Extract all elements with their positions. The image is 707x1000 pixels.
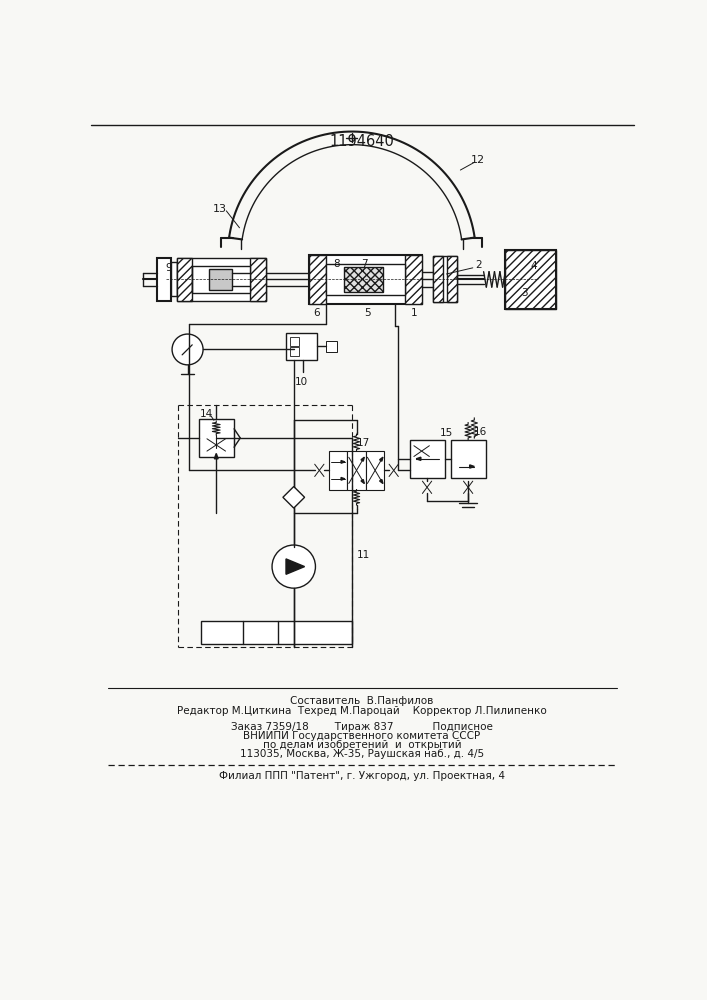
Text: 7: 7 — [361, 259, 368, 269]
Text: 1194640: 1194640 — [329, 134, 395, 149]
Bar — [290, 337, 299, 346]
Bar — [366, 451, 385, 490]
Bar — [327, 264, 404, 295]
Polygon shape — [380, 457, 383, 461]
Bar — [309, 255, 421, 304]
Bar — [209, 269, 232, 290]
Polygon shape — [361, 457, 364, 461]
Bar — [290, 347, 299, 356]
Polygon shape — [283, 487, 305, 508]
Text: Заказ 7359/18        Тираж 837            Подписное: Заказ 7359/18 Тираж 837 Подписное — [231, 722, 493, 732]
Text: 113035, Москва, Ж-35, Раушская наб., д. 4/5: 113035, Москва, Ж-35, Раушская наб., д. … — [240, 749, 484, 759]
Bar — [433, 256, 457, 302]
Text: Редактор М.Циткина  Техред М.Пароцай    Корректор Л.Пилипенко: Редактор М.Циткина Техред М.Пароцай Корр… — [177, 706, 547, 716]
Bar — [177, 258, 192, 301]
Bar — [156, 258, 170, 301]
Text: 2: 2 — [475, 260, 481, 270]
Bar — [347, 451, 366, 490]
Text: 13: 13 — [213, 204, 227, 214]
Text: по делам изобретений  и  открытий: по делам изобретений и открытий — [262, 740, 461, 750]
Polygon shape — [341, 477, 345, 480]
Text: 1: 1 — [411, 308, 417, 318]
Bar — [506, 250, 556, 309]
Polygon shape — [286, 559, 305, 574]
Polygon shape — [380, 479, 383, 483]
Bar — [506, 250, 556, 309]
Bar — [170, 262, 177, 296]
Bar — [410, 440, 445, 478]
Bar — [177, 258, 266, 301]
Polygon shape — [341, 461, 345, 463]
Bar — [404, 255, 421, 304]
Bar — [286, 333, 317, 360]
Text: 5: 5 — [364, 308, 370, 318]
Polygon shape — [469, 465, 474, 468]
Circle shape — [272, 545, 315, 588]
Bar — [344, 267, 383, 292]
Bar — [309, 255, 327, 304]
Text: 11: 11 — [357, 550, 370, 560]
Text: 4: 4 — [531, 261, 537, 271]
Bar — [448, 256, 457, 302]
Bar — [433, 256, 443, 302]
Text: 15: 15 — [440, 428, 453, 438]
Text: 12: 12 — [471, 155, 485, 165]
Bar — [327, 341, 337, 352]
Bar — [201, 620, 352, 644]
Text: 9: 9 — [165, 263, 173, 273]
Text: Составитель  В.Панфилов: Составитель В.Панфилов — [291, 696, 433, 706]
Bar — [250, 258, 266, 301]
Text: 16: 16 — [474, 427, 487, 437]
Text: 10: 10 — [295, 377, 308, 387]
Bar — [344, 267, 383, 292]
Bar — [329, 451, 347, 490]
Text: 6: 6 — [314, 308, 320, 318]
Polygon shape — [361, 479, 364, 483]
Text: 8: 8 — [333, 259, 339, 269]
Text: 14: 14 — [199, 409, 213, 419]
Polygon shape — [214, 453, 218, 459]
Text: ВНИИПИ Государственного комитета СССР: ВНИИПИ Государственного комитета СССР — [243, 731, 481, 741]
Bar — [199, 419, 234, 457]
Circle shape — [172, 334, 203, 365]
Polygon shape — [416, 457, 421, 460]
Bar — [451, 440, 486, 478]
Text: 17: 17 — [357, 438, 370, 448]
Bar — [192, 266, 250, 293]
Text: 3: 3 — [521, 288, 528, 298]
Text: Филиал ППП "Патент", г. Ужгород, ул. Проектная, 4: Филиал ППП "Патент", г. Ужгород, ул. Про… — [219, 771, 505, 781]
